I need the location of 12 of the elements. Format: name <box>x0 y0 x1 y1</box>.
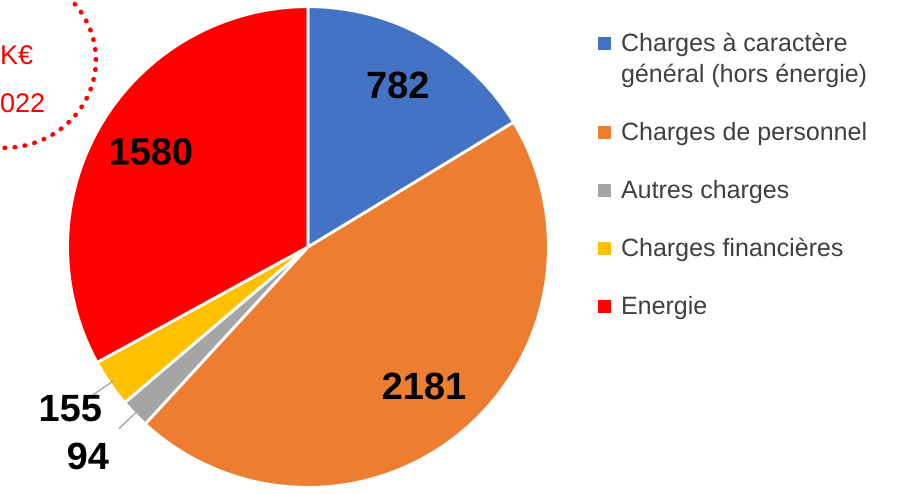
data-label: 2181 <box>382 366 466 408</box>
legend-label: Energie <box>621 291 708 322</box>
data-label: 1580 <box>108 131 194 174</box>
text: 022 <box>0 88 46 118</box>
legend-label: Charges à caractère général (hors énergie) <box>621 28 868 90</box>
text: K€ <box>0 40 34 70</box>
data-label: 94 <box>66 436 109 478</box>
data-label: 155 <box>38 388 102 430</box>
legend-label: Charges de personnel <box>621 117 867 148</box>
data-label: 782 <box>366 65 430 108</box>
legend-label: Charges financières <box>621 233 844 264</box>
legend-label: Autres charges <box>621 175 790 206</box>
